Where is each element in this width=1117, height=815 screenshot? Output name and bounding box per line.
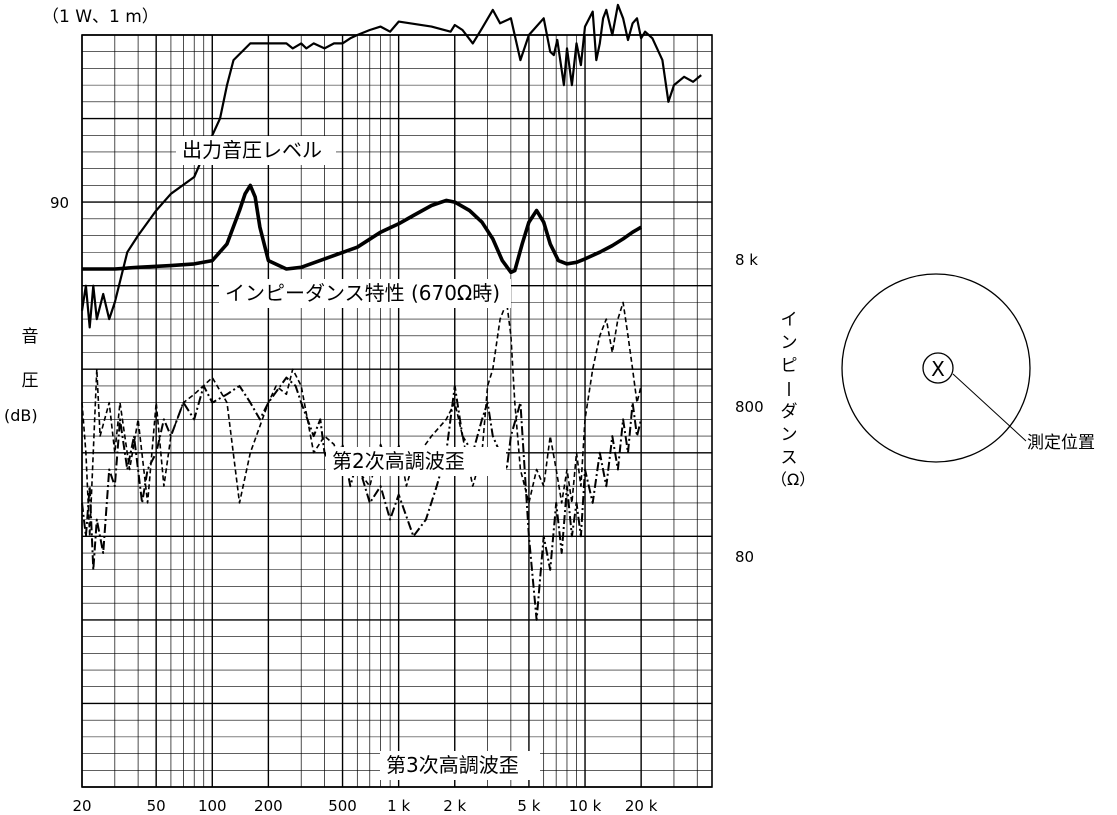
right-axis-label-char: ス [781,448,798,468]
left-axis-label: 音圧 [22,327,39,391]
series-annotation-3: 第3次高調波歪 [380,751,540,780]
chart-series [80,3,702,621]
position-marker-symbol: X [931,357,945,381]
x-tick-label: 2 k [443,797,466,815]
chart-axes: 20 50 100 200 500 1 k 2 k 5 k 10 k 20 k 90 8 k 800 80 [50,194,764,815]
series-3-line [81,376,643,621]
y-right-tick-label: 80 [735,548,754,566]
left-axis-label-char: 音 [22,327,39,347]
right-axis-label-char: イ [781,310,798,330]
x-tick-label: 20 k [625,797,658,815]
x-tick-label: 10 k [569,797,602,815]
annotation-label: 第3次高調波歪 [386,753,519,777]
x-tick-label: 20 [72,797,91,815]
x-tick-label: 200 [254,797,283,815]
annotation-bg [380,751,540,780]
position-label: 測定位置 [1027,433,1095,453]
right-axis-unit: （Ω） [771,470,815,489]
series-2-line [81,301,642,538]
annotation-bg [219,279,511,308]
y-right-tick-label: 800 [735,398,764,416]
left-axis-label-char: 圧 [22,371,39,391]
x-tick-label: 500 [328,797,357,815]
position-leader-line [952,373,1027,442]
left-axis-unit: (dB) [4,406,38,425]
annotation-bg [176,136,336,165]
x-tick-label: 1 k [387,797,410,815]
series-0-line [80,3,702,329]
y-left-tick-label: 90 [50,194,69,212]
right-axis-label-char: ピ [781,356,798,376]
annotation-label: 第2次高調波歪 [332,449,465,473]
annotation-bg [326,447,506,476]
series-annotation-0: 出力音圧レベル [176,136,336,165]
x-tick-label: 50 [147,797,166,815]
condition-label: （1 W、1 m） [42,7,159,27]
y-right-tick-label: 8 k [735,251,758,269]
position-marker [922,352,954,384]
speaker-outline [841,273,1031,463]
series-annotation-2: 第2次高調波歪 [326,447,506,476]
measurement-position-inset: X 測定位置 [841,273,1095,463]
right-axis-label-char: ン [781,425,798,445]
annotation-label: インピーダンス特性 (670Ω時) [225,281,500,305]
x-tick-label: 100 [198,797,227,815]
series-annotation-1: インピーダンス特性 (670Ω時) [219,279,511,308]
series-1-line [82,183,643,275]
x-tick-label: 5 k [517,797,540,815]
right-axis-label-char: ダ [781,402,798,422]
annotation-label: 出力音圧レベル [182,138,322,162]
right-axis-label-char: ン [781,333,798,353]
